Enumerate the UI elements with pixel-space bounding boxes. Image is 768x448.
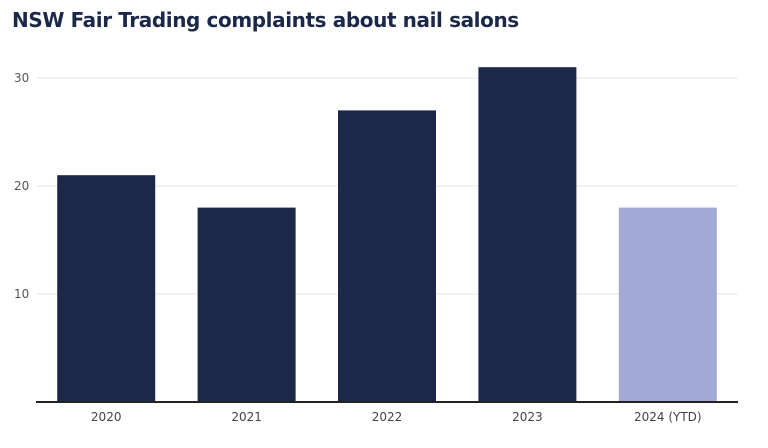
- x-category-label: 2021: [231, 410, 262, 424]
- x-category-label: 2024 (YTD): [634, 410, 702, 424]
- bar-2020: [57, 175, 156, 402]
- y-tick-label: 10: [14, 287, 29, 301]
- bar-2021: [197, 207, 296, 402]
- x-category-label: 2020: [91, 410, 122, 424]
- bar-2023: [478, 67, 577, 402]
- x-category-label: 2022: [372, 410, 403, 424]
- x-category-label: 2023: [512, 410, 543, 424]
- x-axis-labels: 2020 2021 2022 2023 2024 (YTD): [91, 410, 702, 424]
- y-tick-label: 20: [14, 179, 29, 193]
- bars: [57, 67, 717, 403]
- bar-2024-ytd: [618, 207, 717, 402]
- y-axis-ticks: 10 20 30: [14, 71, 29, 301]
- y-tick-label: 30: [14, 71, 29, 85]
- chart-title: NSW Fair Trading complaints about nail s…: [12, 8, 519, 32]
- bar-2022: [338, 110, 436, 403]
